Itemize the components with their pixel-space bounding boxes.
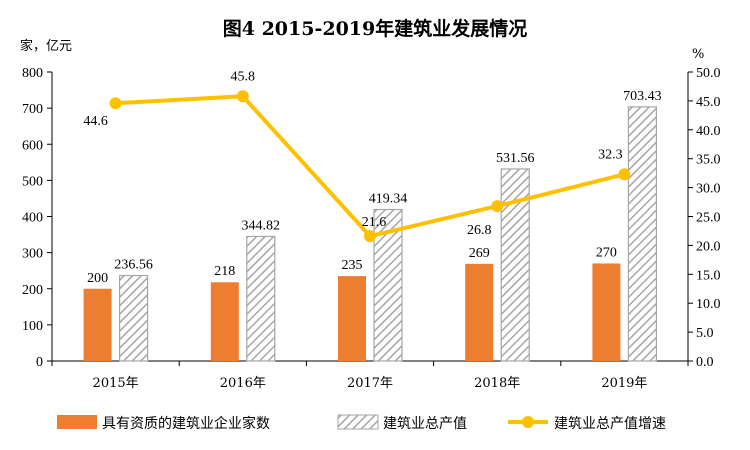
- growth-rate-point: [364, 230, 376, 243]
- growth-rate-point: [109, 97, 122, 110]
- legend-label-growth-rate: 建筑业总产值增速: [554, 416, 666, 432]
- axes: 0 100 200 300 400 500 600 700 800 0.0 5.0 10.0 15.0 2…: [22, 66, 721, 391]
- y-right-tick-label: 20.0: [696, 239, 721, 254]
- data-label-output-value: 236.56: [114, 258, 153, 273]
- bar-enterprise-count: [465, 263, 494, 361]
- y-right-tick-label: 30.0: [696, 182, 721, 197]
- data-label-output-value: 531.56: [496, 151, 535, 166]
- data-label-output-value: 419.34: [369, 192, 408, 207]
- bar-enterprise-count: [210, 282, 239, 361]
- y-left-tick-label: 600: [22, 138, 43, 153]
- y-left-tick-label: 800: [22, 66, 43, 81]
- y-right-tick-label: 10.0: [696, 297, 721, 312]
- data-label-growth-rate: 45.8: [231, 69, 256, 84]
- y-right-tick-label: 35.0: [696, 153, 721, 168]
- data-label-enterprise-count: 200: [87, 271, 108, 286]
- line-series: [109, 90, 631, 243]
- data-label-growth-rate: 44.6: [83, 114, 108, 129]
- growth-rate-point: [491, 200, 504, 213]
- bar-output-value: [118, 274, 149, 362]
- x-category-label: 2019年: [601, 376, 647, 391]
- y-right-tick-label: 0.0: [696, 355, 714, 370]
- legend: 具有资质的建筑业企业家数 建筑业总产值 建筑业总产值增速: [57, 414, 666, 432]
- bar-enterprise-count: [338, 276, 366, 361]
- bar-enterprise-count: [83, 288, 112, 361]
- y-right-tick-label: 45.0: [696, 95, 721, 110]
- y-left-tick-label: 200: [22, 283, 43, 298]
- growth-rate-point: [236, 90, 249, 103]
- y-left-unit: 家，亿元: [20, 38, 72, 54]
- y-left-tick-label: 500: [22, 174, 43, 189]
- data-label-output-value: 344.82: [242, 218, 281, 233]
- y-left-tick-label: 300: [22, 247, 43, 262]
- data-labels: 200 236.56 218 344.82 235 419.34 269 531.56 270 7…: [83, 69, 661, 285]
- bar-output-value: [627, 106, 658, 362]
- legend-label-output-value: 建筑业总产值: [383, 416, 467, 432]
- legend-swatch-output-value: [337, 414, 379, 430]
- x-category-label: 2018年: [474, 376, 520, 391]
- y-left-tick-label: 700: [22, 102, 43, 117]
- y-right-tick-label: 50.0: [696, 66, 721, 81]
- x-category-label: 2015年: [93, 376, 139, 391]
- x-category-label: 2016年: [220, 376, 266, 391]
- legend-label-enterprise-count: 具有资质的建筑业企业家数: [102, 415, 270, 432]
- data-label-growth-rate: 21.6: [362, 215, 387, 230]
- legend-swatch-enterprise-count: [57, 415, 97, 429]
- y-right-tick-label: 5.0: [696, 326, 714, 341]
- bar-output-value: [246, 235, 276, 362]
- growth-rate-point: [618, 168, 631, 181]
- y-right-tick-label: 25.0: [696, 211, 721, 226]
- data-label-output-value: 703.43: [623, 89, 662, 104]
- data-label-enterprise-count: 235: [342, 258, 363, 273]
- y-right-unit: %: [692, 47, 704, 62]
- data-label-enterprise-count: 218: [214, 264, 235, 279]
- y-left-tick-label: 0: [36, 355, 43, 370]
- x-category-label: 2017年: [347, 376, 393, 391]
- bar-enterprise-count: [592, 263, 621, 361]
- legend-swatch-growth-point: [522, 416, 534, 428]
- y-right-tick-label: 40.0: [696, 124, 721, 139]
- y-right-tick-label: 15.0: [696, 268, 721, 283]
- y-left-tick-label: 100: [22, 319, 43, 334]
- data-label-enterprise-count: 269: [469, 246, 490, 261]
- y-left-tick-label: 400: [22, 211, 43, 226]
- data-label-enterprise-count: 270: [596, 245, 617, 260]
- data-label-growth-rate: 32.3: [598, 147, 623, 162]
- chart-title: 图4 2015-2019年建筑业发展情况: [223, 17, 527, 40]
- data-label-growth-rate: 26.8: [467, 223, 492, 238]
